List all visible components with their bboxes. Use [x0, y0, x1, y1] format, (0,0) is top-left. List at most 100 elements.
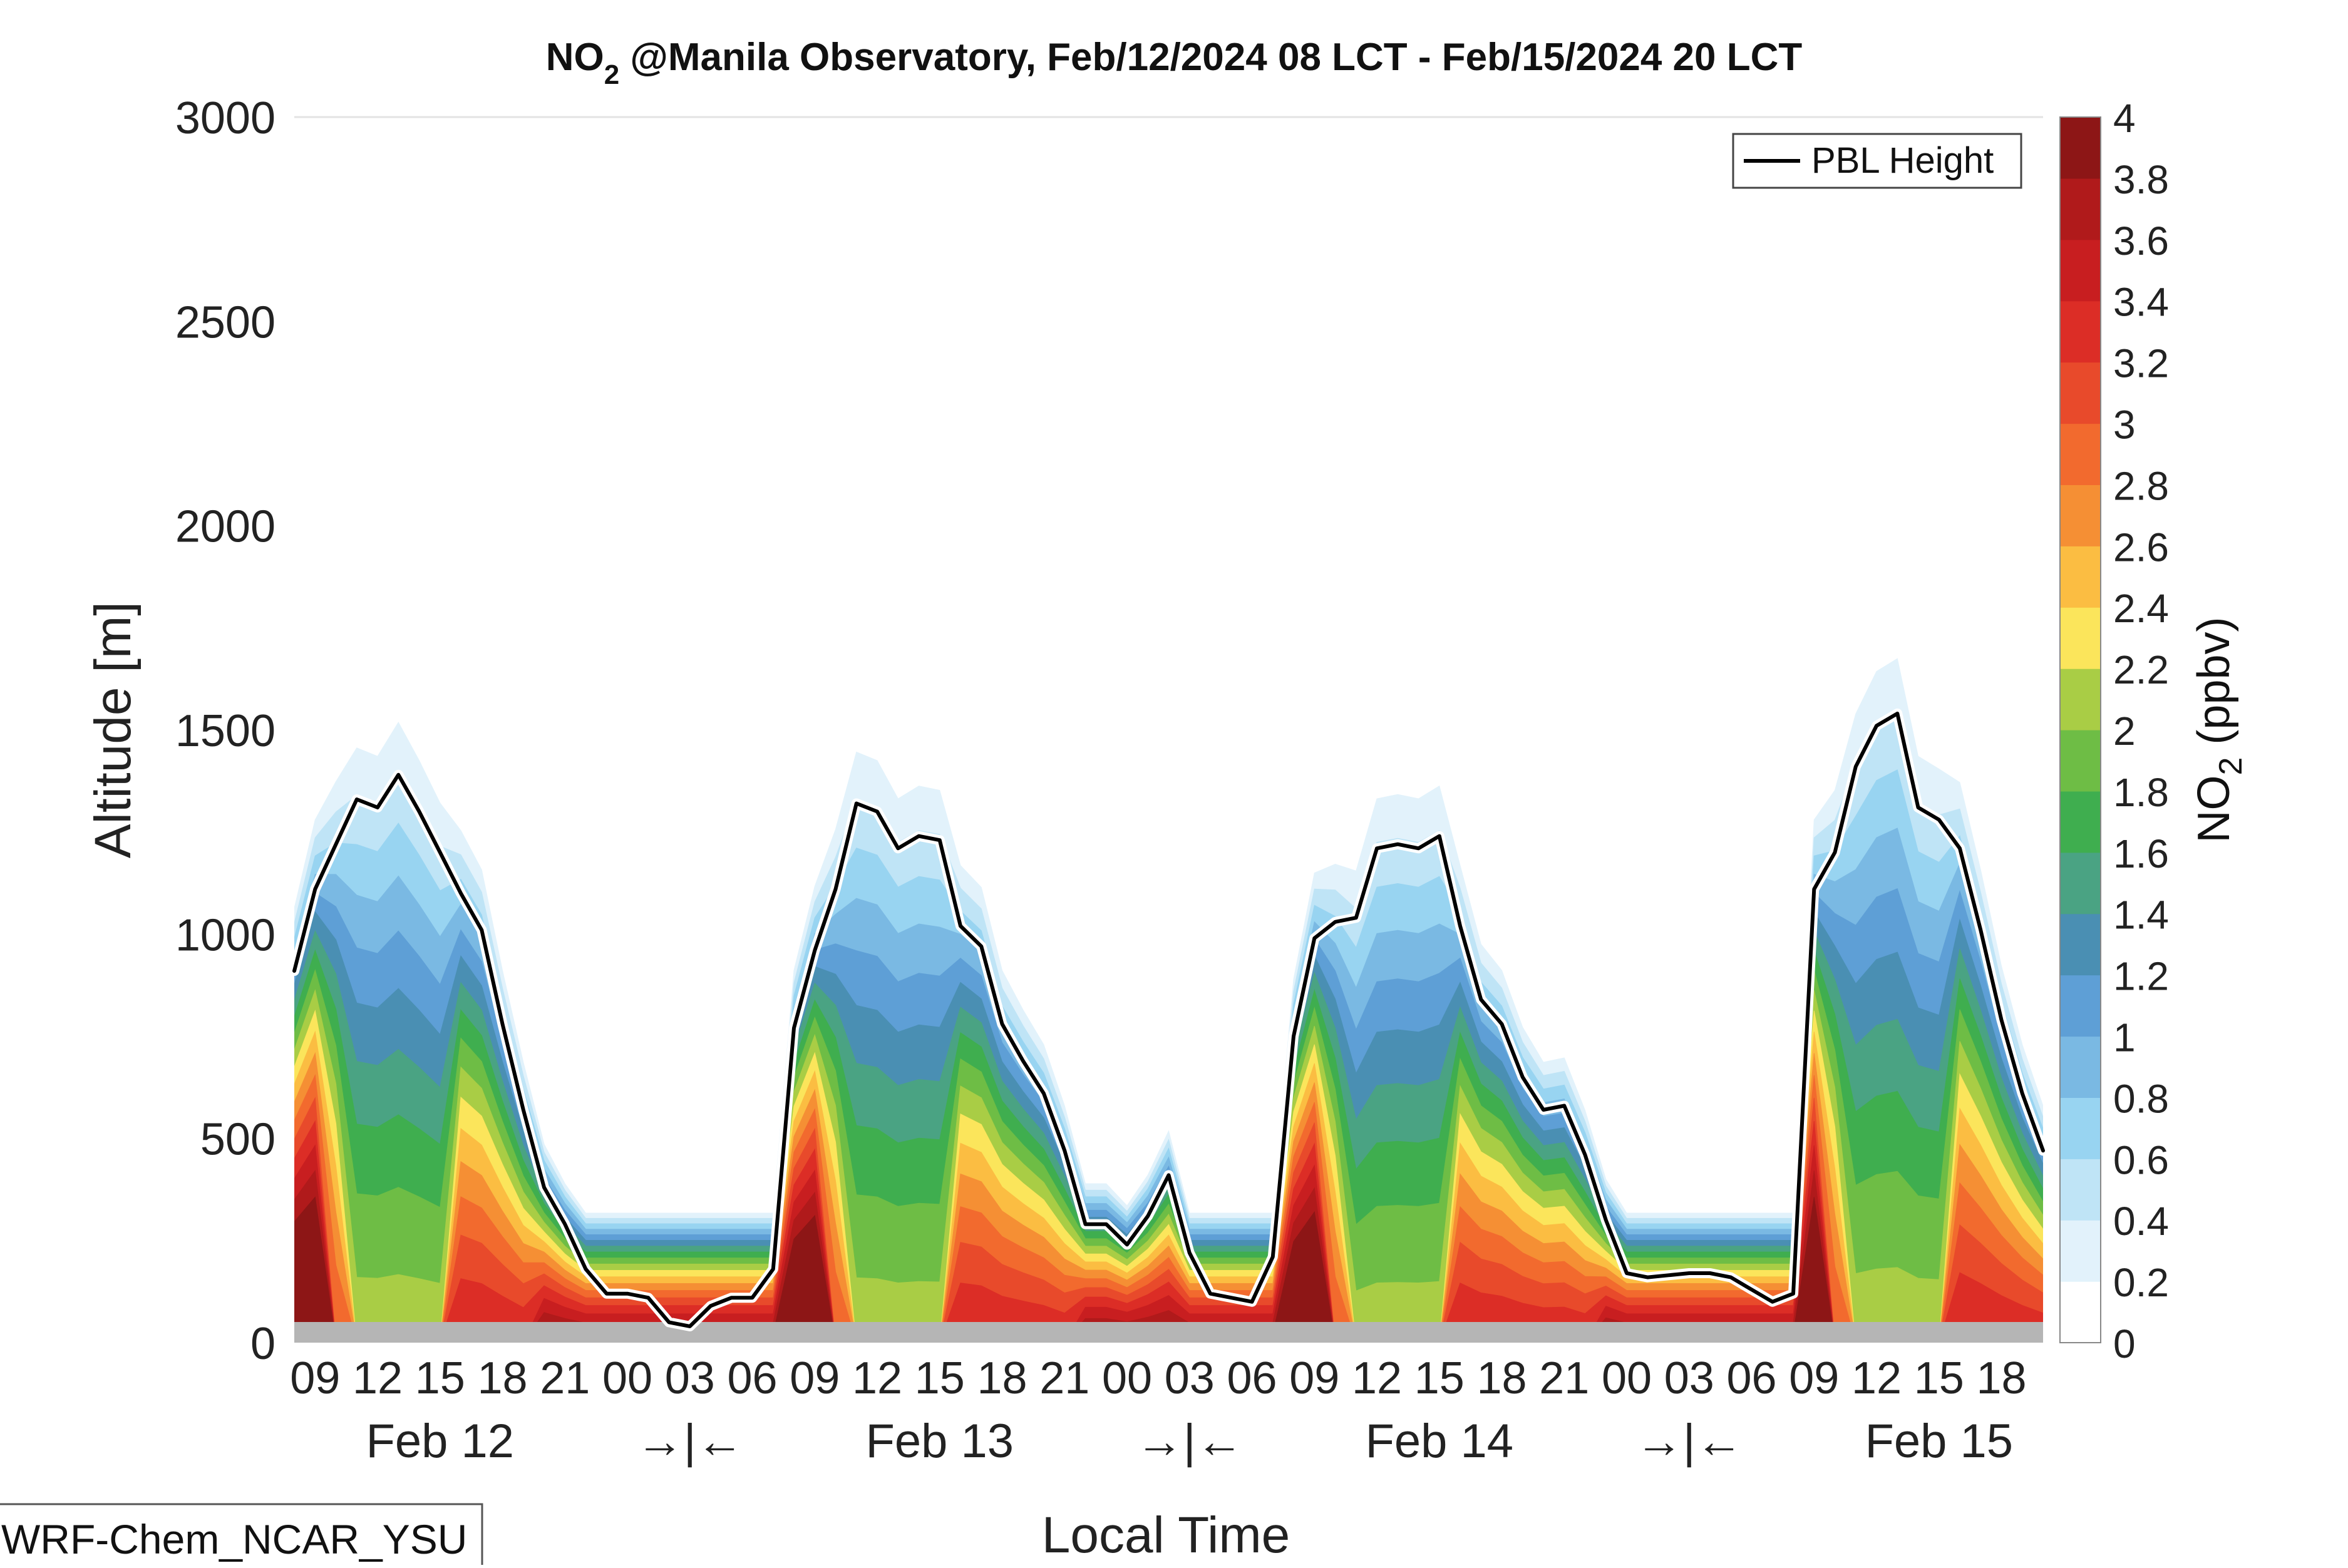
colorbar-swatch: [2060, 852, 2101, 915]
x-tick-label: 12: [353, 1353, 403, 1403]
colorbar-tick-label: 1.4: [2113, 893, 2169, 938]
x-axis-label: Local Time: [1042, 1507, 1290, 1564]
colorbar-tick-label: 1.2: [2113, 954, 2169, 999]
y-tick-label: 3000: [175, 93, 275, 143]
colorbar-swatch: [2060, 423, 2101, 485]
x-tick-label: 18: [477, 1353, 527, 1403]
colorbar-swatch: [2060, 546, 2101, 608]
x-tick-label: 15: [1414, 1353, 1465, 1403]
x-day-label: Feb 12: [366, 1415, 514, 1468]
y-tick-label: 2500: [175, 297, 275, 347]
x-tick-label: 09: [790, 1353, 840, 1403]
x-tick-label: 18: [1976, 1353, 2026, 1403]
x-tick-label: 21: [540, 1353, 590, 1403]
x-tick-label: 00: [1602, 1353, 1652, 1403]
terrain-strip: [294, 1322, 2043, 1343]
colorbar-swatch: [2060, 484, 2101, 546]
colorbar-swatch: [2060, 1159, 2101, 1221]
x-day-label: →|←: [1136, 1415, 1244, 1468]
y-tick-label: 2000: [175, 502, 275, 552]
x-tick-label: 15: [1914, 1353, 1964, 1403]
x-tick-label: 06: [727, 1353, 777, 1403]
x-day-label: Feb 13: [865, 1415, 1014, 1468]
colorbar-label: NO2 (ppbv): [2189, 617, 2249, 843]
x-tick-label: 03: [1165, 1353, 1215, 1403]
y-axis-label: Altitude [m]: [85, 602, 142, 858]
colorbar-tick-label: 0: [2113, 1321, 2136, 1366]
concentration-band: [294, 1052, 2043, 1343]
colorbar-swatch: [2060, 300, 2101, 363]
colorbar-swatch: [2060, 913, 2101, 976]
x-tick-label: 18: [977, 1353, 1027, 1403]
colorbar-tick-label: 4: [2113, 96, 2136, 141]
colorbar-tick-label: 0.8: [2113, 1076, 2169, 1121]
x-tick-label: 00: [602, 1353, 652, 1403]
x-tick-label: 12: [1352, 1353, 1402, 1403]
colorbar-label-unit: (ppbv): [2189, 617, 2239, 757]
x-axis: 09 12 15 18 21 00 03 06 09 12 15 18 21 00 03 06 09 12 15 18…: [290, 1353, 2026, 1468]
colorbar-tick-label: 3.4: [2113, 280, 2169, 325]
colorbar-swatch: [2060, 791, 2101, 853]
colorbar-swatch: [2060, 1281, 2101, 1343]
title-rest: @Manila Observatory, Feb/12/2024 08 LCT …: [619, 36, 1802, 79]
colorbar-label-subscript: 2: [2213, 757, 2249, 776]
y-tick-label: 1500: [175, 706, 275, 756]
colorbar: 0 0.2 0.4 0.6 0.8 1 1.2 1.4 1.6 1.8 2 2.2 2.4 2.6 2.8 3…: [2059, 96, 2169, 1366]
colorbar-label-no: NO: [2189, 776, 2239, 843]
colorbar-tick-label: 1: [2113, 1015, 2136, 1060]
legend: PBL Height: [1732, 133, 2022, 189]
x-day-label: →|←: [636, 1415, 744, 1468]
watermark-box: [0, 1503, 483, 1568]
model-watermark: WRF-Chem_NCAR_YSU: [0, 1503, 483, 1568]
title-no: NO: [546, 36, 604, 79]
y-axis: 0 500 1000 1500 2000 2500 3000: [175, 93, 275, 1369]
colorbar-swatch: [2060, 730, 2101, 792]
x-tick-label: 09: [1289, 1353, 1339, 1403]
x-tick-label: 09: [290, 1353, 340, 1403]
colorbar-swatch: [2060, 362, 2101, 424]
colorbar-tick-label: 2.4: [2113, 586, 2169, 631]
x-tick-label: 03: [665, 1353, 715, 1403]
concentration-band: [294, 1030, 2043, 1343]
colorbar-tick-label: 2.6: [2113, 525, 2169, 570]
x-tick-label: 03: [1664, 1353, 1714, 1403]
legend-label: PBL Height: [1811, 140, 1994, 181]
x-tick-label: 21: [1539, 1353, 1589, 1403]
colorbar-swatch: [2060, 117, 2101, 179]
y-tick-label: 0: [250, 1319, 275, 1369]
colorbar-swatch: [2060, 669, 2101, 730]
colorbar-swatch: [2060, 178, 2101, 240]
concentration-band: [294, 1144, 2043, 1343]
colorbar-tick-label: 1.6: [2113, 831, 2169, 876]
colorbar-tick-label: 0.4: [2113, 1199, 2169, 1244]
colorbar-frame: [2059, 116, 2101, 1343]
colorbar-tick-label: 3: [2113, 402, 2136, 448]
colorbar-tick-label: 0.6: [2113, 1137, 2169, 1182]
legend-box: [1732, 133, 2022, 189]
y-tick-label: 500: [200, 1115, 275, 1165]
colorbar-tick-label: 0.2: [2113, 1260, 2169, 1305]
x-tick-label: 00: [1102, 1353, 1152, 1403]
colorbar-tick-label: 2.8: [2113, 463, 2169, 508]
title-subscript: 2: [604, 59, 619, 90]
colorbar-tick-label: 1.8: [2113, 770, 2169, 815]
x-tick-label: 12: [852, 1353, 902, 1403]
x-day-label: Feb 15: [1865, 1415, 2013, 1468]
x-tick-label: 12: [1851, 1353, 1902, 1403]
y-tick-label: 1000: [175, 910, 275, 960]
colorbar-swatch: [2060, 1036, 2101, 1098]
x-tick-label: 06: [1227, 1353, 1277, 1403]
x-tick-label: 18: [1476, 1353, 1527, 1403]
colorbar-tick-label: 2: [2113, 709, 2136, 754]
colorbar-swatch: [2060, 1097, 2101, 1159]
x-tick-label: 15: [415, 1353, 465, 1403]
x-day-label: Feb 14: [1365, 1415, 1513, 1468]
x-tick-label: 09: [1789, 1353, 1839, 1403]
colorbar-tick-label: 3.8: [2113, 157, 2169, 202]
x-tick-label: 15: [915, 1353, 965, 1403]
colorbar-tick-label: 2.2: [2113, 647, 2169, 692]
chart-title: NO2 @Manila Observatory, Feb/12/2024 08 …: [546, 36, 1803, 90]
colorbar-swatch: [2060, 975, 2101, 1037]
